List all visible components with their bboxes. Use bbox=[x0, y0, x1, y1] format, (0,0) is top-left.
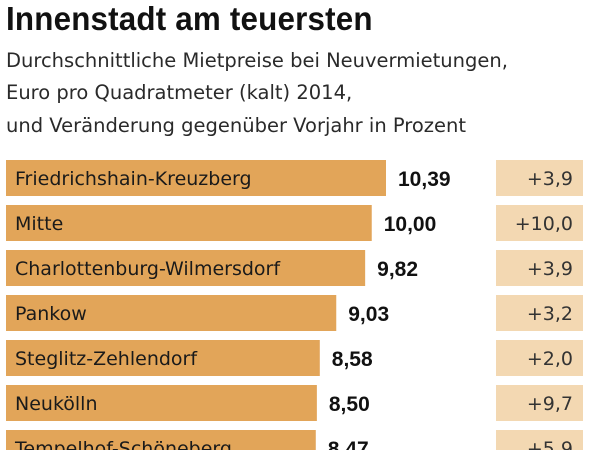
chart-subtitle-line-3: und Veränderung gegenüber Vorjahr in Pro… bbox=[6, 114, 467, 137]
chart-subtitle-line-2: Euro pro Quadratmeter (kalt) 2014, bbox=[6, 81, 353, 104]
change-box bbox=[496, 205, 583, 241]
change-label: +10,0 bbox=[515, 213, 573, 235]
bar-value-label: 9,03 bbox=[348, 303, 389, 326]
bar-category-label: Friedrichshain-Kreuzberg bbox=[15, 168, 252, 190]
bar bbox=[6, 340, 320, 376]
bar-category-label: Steglitz-Zehlendorf bbox=[15, 348, 198, 370]
bar bbox=[6, 250, 366, 286]
bar-category-label: Charlottenburg-Wilmersdorf bbox=[15, 258, 281, 280]
bar bbox=[6, 385, 317, 421]
change-label: +9,7 bbox=[527, 393, 573, 415]
change-label: +5,9 bbox=[527, 438, 573, 450]
bar-value-label: 10,00 bbox=[384, 213, 437, 236]
bar bbox=[6, 160, 386, 196]
change-label: +3,2 bbox=[527, 303, 573, 325]
change-label: +2,0 bbox=[527, 348, 573, 370]
change-box bbox=[496, 340, 583, 376]
bar-category-label: Tempelhof-Schöneberg bbox=[14, 438, 232, 450]
bar-category-label: Mitte bbox=[15, 213, 63, 235]
bar-category-label: Pankow bbox=[15, 303, 87, 325]
bar-value-label: 8,58 bbox=[332, 348, 373, 371]
bar-category-label: Neukölln bbox=[15, 393, 98, 415]
change-box bbox=[496, 295, 583, 331]
change-box bbox=[496, 160, 583, 196]
chart-title: Innenstadt am teuersten bbox=[6, 0, 373, 37]
change-box bbox=[496, 385, 583, 421]
bar-value-label: 9,82 bbox=[377, 258, 418, 281]
bar bbox=[6, 205, 372, 241]
change-box bbox=[496, 250, 583, 286]
bar-value-label: 8,47 bbox=[328, 438, 369, 450]
bar-value-label: 8,50 bbox=[329, 393, 370, 416]
bar bbox=[6, 430, 316, 450]
change-label: +3,9 bbox=[527, 168, 573, 190]
change-box bbox=[496, 430, 583, 450]
change-label: +3,9 bbox=[527, 258, 573, 280]
bar-value-label: 10,39 bbox=[398, 168, 451, 191]
bar bbox=[6, 295, 337, 331]
chart-subtitle-line-1: Durchschnittliche Mietpreise bei Neuverm… bbox=[6, 49, 508, 72]
